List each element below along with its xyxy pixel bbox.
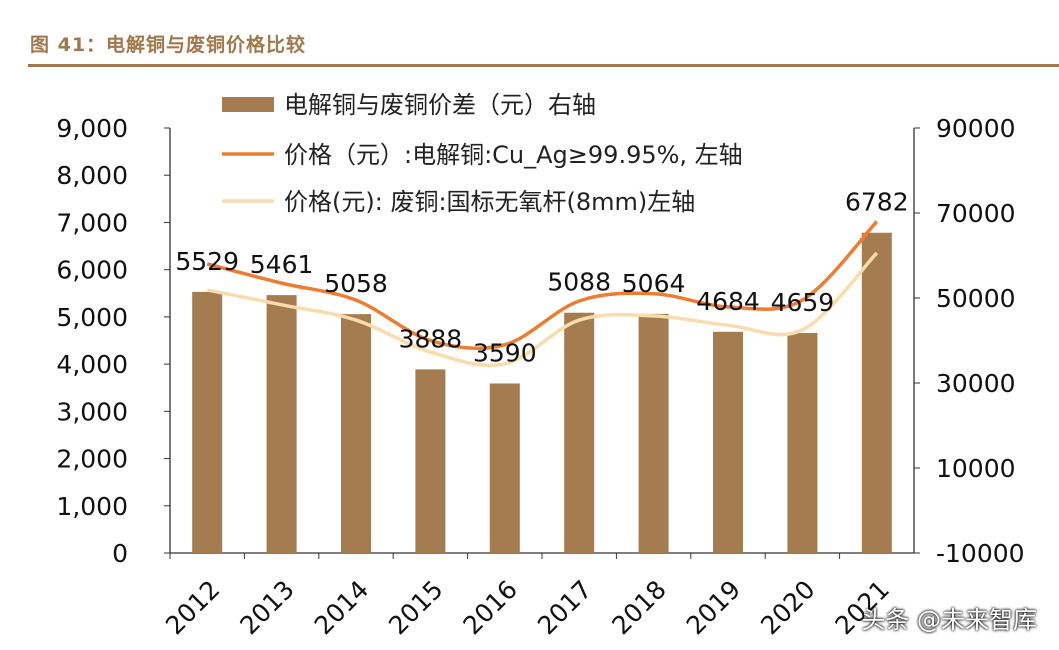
bar-2016 <box>489 383 520 553</box>
left-tick-label: 5,000 <box>56 303 128 332</box>
right-tick-label: 10000 <box>936 454 1016 483</box>
left-tick-label: 4,000 <box>56 350 128 379</box>
x-tick-label: 2012 <box>160 575 225 640</box>
data-label-2021: 6782 <box>845 188 909 217</box>
bar-2015 <box>415 369 446 553</box>
x-tick-label: 2020 <box>755 575 820 640</box>
bar-2018 <box>638 313 669 553</box>
legend-swatch-bar <box>222 97 274 112</box>
title-divider <box>28 64 1059 67</box>
data-label-2019: 4684 <box>696 287 760 316</box>
data-label-2014: 5058 <box>324 269 388 298</box>
right-tick-label: 70000 <box>936 199 1016 228</box>
figure-title: 图 41：电解铜与废铜价格比较 <box>30 34 307 56</box>
legend-label-scrap: 价格(元): 废铜:国标无氧杆(8mm)左轴 <box>284 188 695 216</box>
left-tick-label: 0 <box>112 539 128 568</box>
bar-2021 <box>861 232 892 553</box>
right-tick-label: 30000 <box>936 369 1016 398</box>
x-tick-label: 2015 <box>383 575 448 640</box>
watermark: 头条 @未来智库 <box>861 606 1037 634</box>
bar-2014 <box>341 314 371 553</box>
line-electrolytic-copper <box>206 220 879 350</box>
left-tick-label: 6,000 <box>56 256 128 285</box>
data-label-2017: 5088 <box>547 268 611 297</box>
bar-2020 <box>787 332 818 553</box>
left-tick-label: 3,000 <box>56 397 128 426</box>
bar-2012 <box>192 291 223 553</box>
bar-2017 <box>564 312 595 553</box>
data-label-2012: 5529 <box>175 247 239 276</box>
x-tick-label: 2017 <box>532 575 597 640</box>
data-label-2018: 5064 <box>622 269 686 298</box>
x-tick-label: 2016 <box>458 575 523 640</box>
legend-label-electrolytic: 价格（元）:电解铜:Cu_Ag≥99.95%, 左轴 <box>284 141 743 169</box>
left-tick-label: 9,000 <box>56 114 128 143</box>
data-label-2016: 3590 <box>473 338 537 367</box>
right-tick-label: 50000 <box>936 284 1016 313</box>
right-tick-label: 90000 <box>936 114 1016 143</box>
x-tick-label: 2013 <box>234 575 299 640</box>
right-tick-label: -10000 <box>936 539 1025 568</box>
data-label-2020: 4659 <box>771 288 835 317</box>
data-label-2013: 5461 <box>250 250 314 279</box>
x-tick-label: 2018 <box>606 575 671 640</box>
left-tick-label: 7,000 <box>56 208 128 237</box>
left-tick-label: 1,000 <box>56 492 128 521</box>
bar-2019 <box>713 331 743 553</box>
left-tick-label: 8,000 <box>56 161 128 190</box>
legend-label-bar: 电解铜与废铜价差（元）右轴 <box>284 91 596 119</box>
data-label-2015: 3888 <box>399 324 463 353</box>
bar-2013 <box>266 295 297 553</box>
x-tick-label: 2019 <box>681 575 746 640</box>
line-scrap-copper <box>206 251 879 368</box>
x-tick-label: 2014 <box>309 575 374 640</box>
left-tick-label: 2,000 <box>56 445 128 474</box>
